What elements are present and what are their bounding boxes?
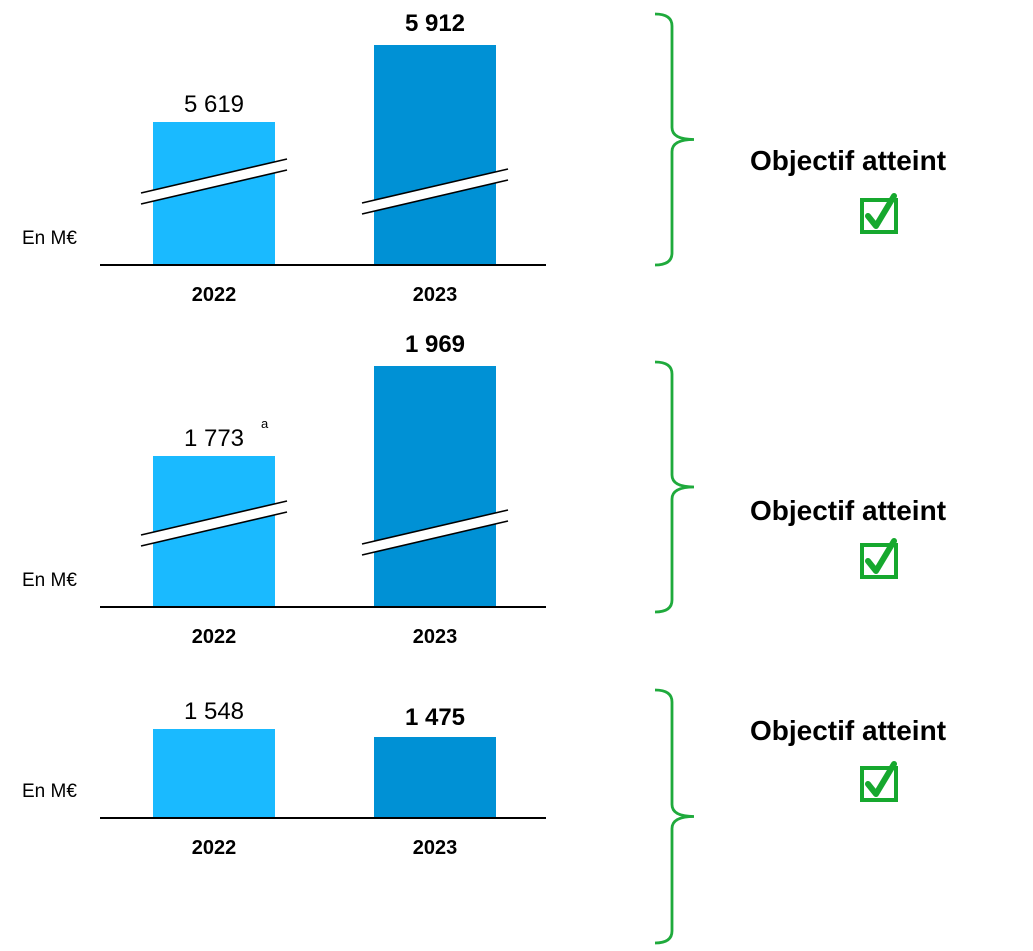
category-label-2023: 2023: [413, 626, 458, 648]
bar-2023: [374, 45, 496, 265]
bar-2023: [374, 737, 496, 818]
unit-label: En M€: [22, 570, 77, 591]
axis-break-line: [140, 169, 288, 205]
status-text: Objectif atteint: [750, 145, 946, 176]
unit-label: En M€: [22, 228, 77, 249]
axis-break-band: [141, 501, 287, 546]
axis-break-line: [361, 179, 509, 215]
axis-break-line: [140, 500, 288, 536]
checked-checkbox-icon: [860, 538, 898, 579]
axis-break-line: [361, 168, 509, 204]
value-superscript: a: [261, 416, 269, 431]
unit-label: En M€: [22, 781, 77, 802]
value-label-2023: 1 475: [405, 704, 465, 731]
value-label-2022: 1 548: [184, 698, 244, 725]
bar-2023: [374, 366, 496, 607]
axis-break-line: [140, 511, 288, 547]
panel-1: En M€ 2022 2023 5 619 5 912 Objectif atteint: [22, 10, 946, 306]
curly-bracket: [654, 12, 695, 267]
value-label-2023: 1 969: [405, 331, 465, 358]
value-label-2023: 5 912: [405, 10, 465, 37]
axis-break-band: [362, 510, 508, 555]
panel-2: En M€ 2022 2023 1 773 a 1 969 Objectif atteint: [22, 331, 946, 648]
panel-3: En M€ 2022 2023 1 548 1 475 Objectif atteint: [22, 688, 946, 945]
category-label-2022: 2022: [192, 284, 237, 306]
value-label-2022: 1 773: [184, 425, 244, 452]
category-label-2022: 2022: [192, 837, 237, 859]
curly-bracket: [654, 688, 695, 945]
curly-bracket: [654, 360, 695, 614]
category-label-2023: 2023: [413, 284, 458, 306]
checked-checkbox-icon: [860, 761, 898, 802]
category-label-2022: 2022: [192, 626, 237, 648]
axis-break-line: [361, 520, 509, 556]
status-text: Objectif atteint: [750, 495, 946, 526]
status-text: Objectif atteint: [750, 715, 946, 746]
axis-break-line: [140, 158, 288, 194]
value-label-2022: 5 619: [184, 91, 244, 118]
checked-checkbox-icon: [860, 193, 898, 234]
category-label-2023: 2023: [413, 837, 458, 859]
axis-break-band: [362, 169, 508, 214]
axis-break-line: [361, 509, 509, 545]
bar-2022: [153, 729, 275, 818]
axis-break-band: [141, 159, 287, 204]
